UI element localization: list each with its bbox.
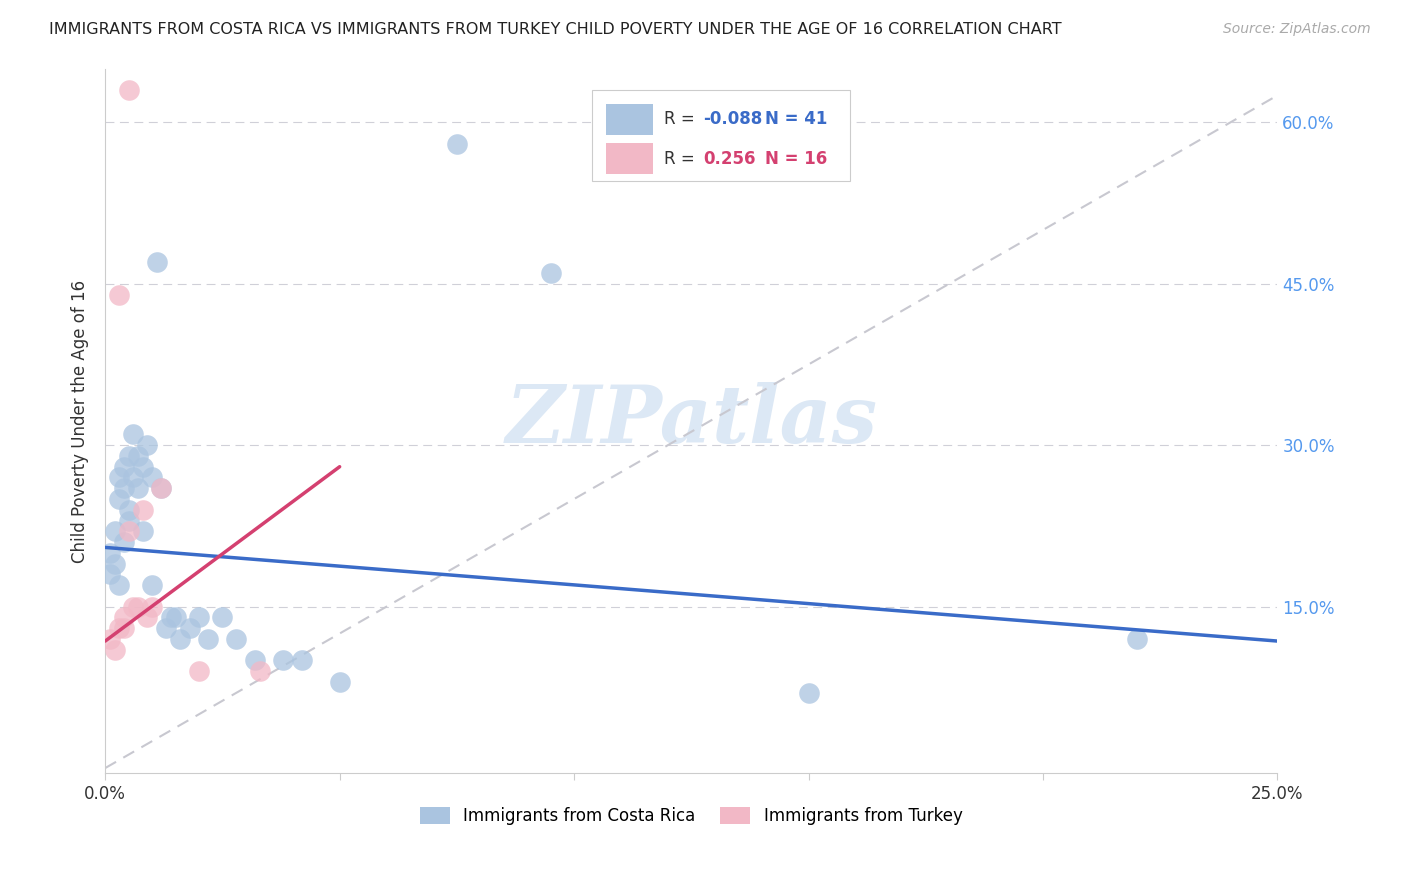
Text: Source: ZipAtlas.com: Source: ZipAtlas.com bbox=[1223, 22, 1371, 37]
Point bbox=[211, 610, 233, 624]
Point bbox=[225, 632, 247, 646]
Point bbox=[169, 632, 191, 646]
Text: R =: R = bbox=[665, 150, 706, 168]
Point bbox=[112, 459, 135, 474]
Point bbox=[127, 599, 149, 614]
Point bbox=[160, 610, 183, 624]
Point bbox=[188, 610, 211, 624]
Point bbox=[122, 427, 145, 442]
Point bbox=[150, 481, 173, 495]
Point bbox=[141, 599, 163, 614]
Point bbox=[108, 470, 131, 484]
Text: R =: R = bbox=[665, 111, 700, 128]
Point bbox=[155, 621, 177, 635]
Point bbox=[104, 642, 127, 657]
Point bbox=[108, 621, 131, 635]
Text: N = 41: N = 41 bbox=[765, 111, 828, 128]
Point bbox=[1125, 632, 1147, 646]
Y-axis label: Child Poverty Under the Age of 16: Child Poverty Under the Age of 16 bbox=[72, 279, 89, 563]
Point bbox=[112, 535, 135, 549]
Text: N = 16: N = 16 bbox=[765, 150, 827, 168]
Point bbox=[118, 449, 141, 463]
Point bbox=[98, 567, 121, 582]
Point bbox=[150, 481, 173, 495]
FancyBboxPatch shape bbox=[606, 143, 652, 174]
Point bbox=[112, 610, 135, 624]
Point bbox=[108, 287, 131, 301]
Point bbox=[291, 653, 314, 667]
Point bbox=[141, 470, 163, 484]
Point bbox=[118, 524, 141, 539]
Point bbox=[127, 481, 149, 495]
Point bbox=[118, 83, 141, 97]
Point bbox=[127, 449, 149, 463]
Point bbox=[249, 664, 271, 678]
Point bbox=[112, 481, 135, 495]
Point bbox=[132, 459, 155, 474]
Point bbox=[141, 578, 163, 592]
Point bbox=[136, 438, 159, 452]
Point bbox=[179, 621, 201, 635]
Text: -0.088: -0.088 bbox=[703, 111, 762, 128]
Point bbox=[118, 502, 141, 516]
Point bbox=[146, 255, 169, 269]
Point bbox=[540, 266, 562, 280]
Point bbox=[165, 610, 187, 624]
Text: ZIPatlas: ZIPatlas bbox=[505, 383, 877, 459]
Point bbox=[118, 514, 141, 528]
Point bbox=[108, 491, 131, 506]
Point bbox=[446, 136, 468, 151]
Point bbox=[197, 632, 219, 646]
FancyBboxPatch shape bbox=[606, 103, 652, 136]
Point bbox=[98, 632, 121, 646]
Point bbox=[112, 621, 135, 635]
Point bbox=[104, 524, 127, 539]
Point bbox=[273, 653, 295, 667]
Text: IMMIGRANTS FROM COSTA RICA VS IMMIGRANTS FROM TURKEY CHILD POVERTY UNDER THE AGE: IMMIGRANTS FROM COSTA RICA VS IMMIGRANTS… bbox=[49, 22, 1062, 37]
Point bbox=[104, 557, 127, 571]
Point bbox=[136, 610, 159, 624]
Point bbox=[245, 653, 267, 667]
Text: 0.256: 0.256 bbox=[703, 150, 755, 168]
Point bbox=[122, 470, 145, 484]
Point bbox=[329, 675, 352, 690]
Point bbox=[188, 664, 211, 678]
Point bbox=[797, 686, 820, 700]
Legend: Immigrants from Costa Rica, Immigrants from Turkey: Immigrants from Costa Rica, Immigrants f… bbox=[420, 807, 963, 825]
Point bbox=[122, 599, 145, 614]
FancyBboxPatch shape bbox=[592, 90, 849, 181]
Point bbox=[132, 502, 155, 516]
Point bbox=[98, 546, 121, 560]
Point bbox=[132, 524, 155, 539]
Point bbox=[108, 578, 131, 592]
